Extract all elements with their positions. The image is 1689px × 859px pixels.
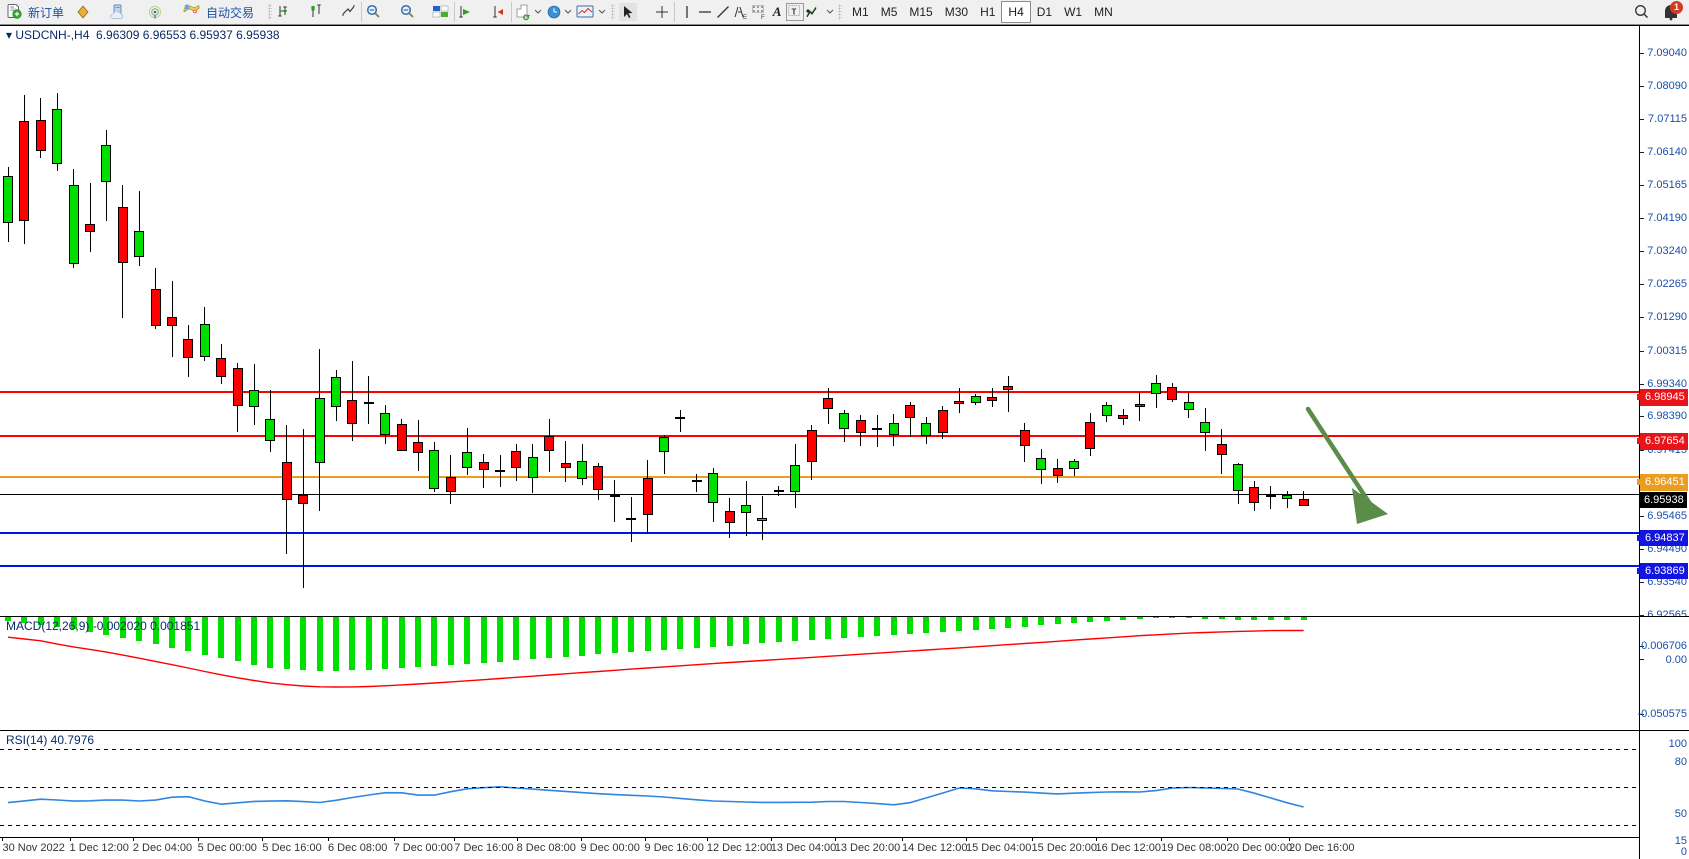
svg-text:F: F	[761, 15, 765, 21]
svg-text:E: E	[743, 15, 747, 21]
svg-text:T: T	[791, 8, 796, 17]
